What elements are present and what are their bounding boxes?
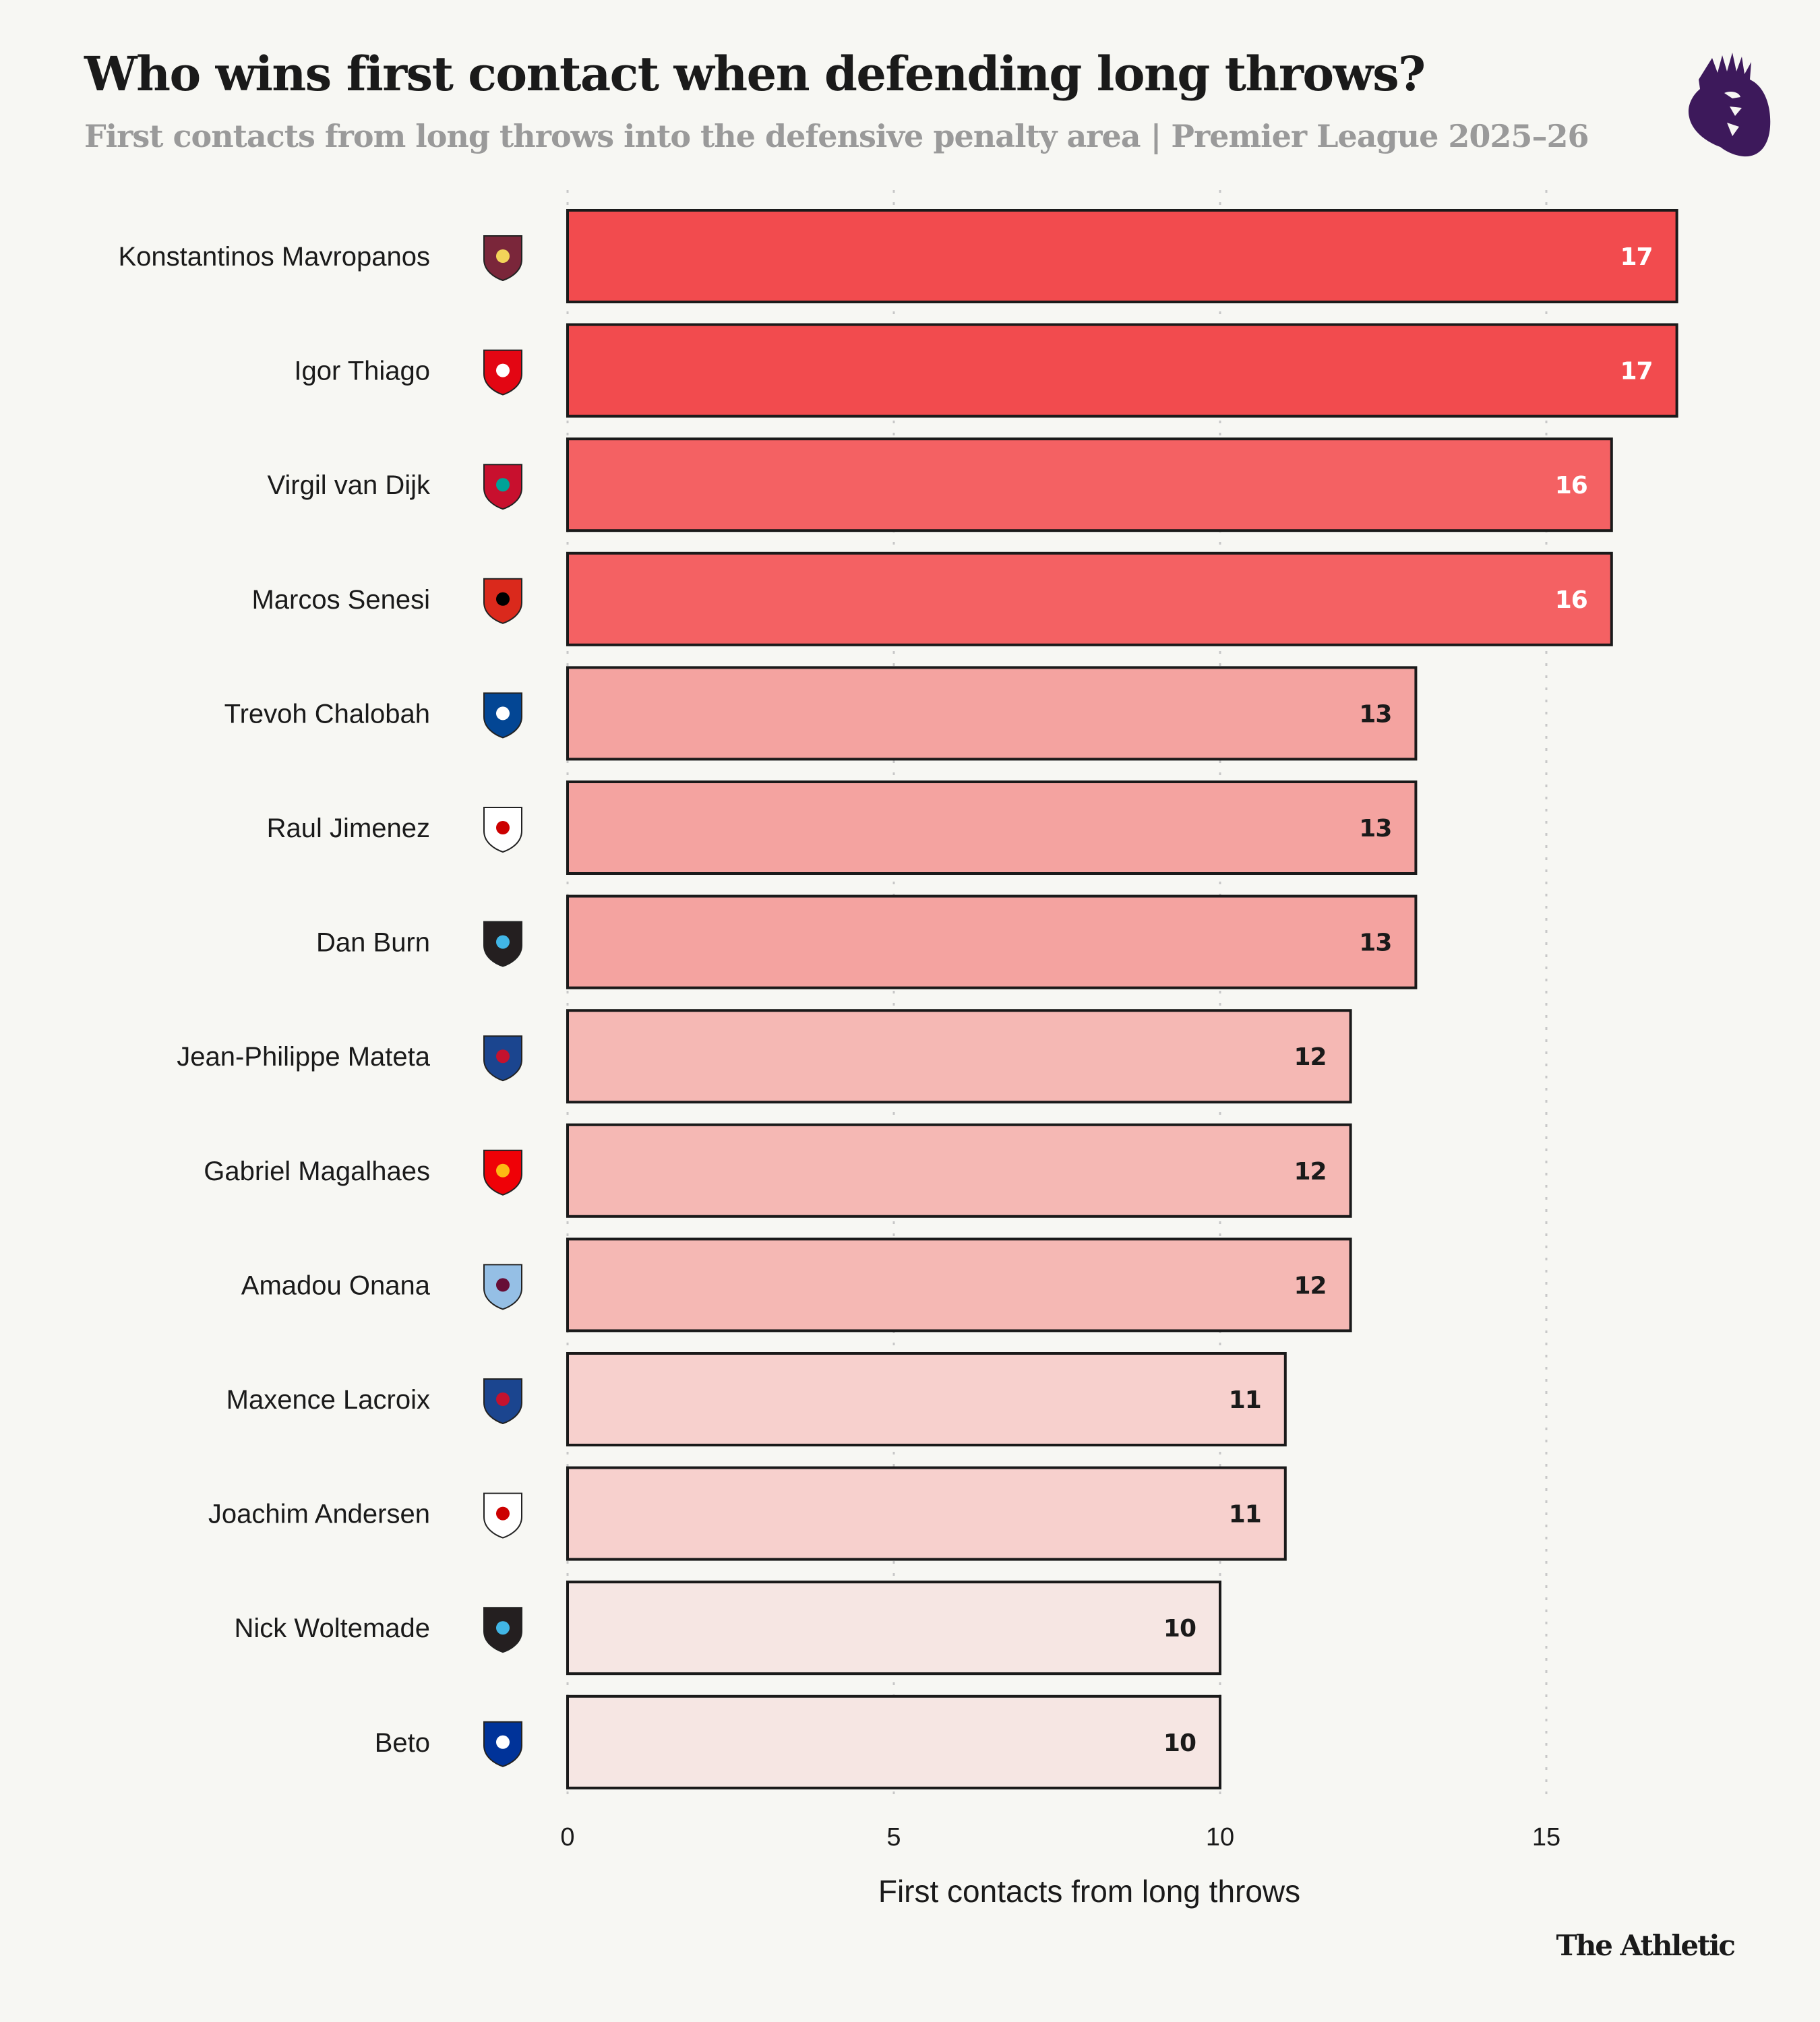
club-crest-icon: Chelsea [483,692,522,739]
player-name-label: Raul Jimenez [267,814,430,843]
player-name-label: Maxence Lacroix [226,1385,430,1415]
player-labels: Konstantinos Mavropanos Igor Thiago Virgil… [119,242,431,1758]
data-label: 16 [1555,472,1587,499]
data-label: 13 [1359,929,1391,957]
data-label: 13 [1359,815,1391,842]
data-label: 10 [1163,1729,1196,1757]
club-crest-icon: West Ham United [483,235,522,282]
club-crest-icon: Bournemouth [483,578,522,624]
data-label: 11 [1229,1501,1261,1529]
chart-subtitle: First contacts from long throws into the… [84,118,1589,154]
bar [566,894,1418,989]
premier-league-lion-icon [1688,53,1771,157]
bar [566,209,1678,303]
data-label: 12 [1294,1158,1326,1186]
bar [566,1694,1221,1789]
gridlines [566,190,1548,1803]
club-crest-icon: Fulham [483,807,522,853]
bar [566,1466,1287,1561]
data-label: 16 [1555,586,1587,614]
club-crest-icon: Newcastle United [483,921,522,967]
bar [566,1237,1352,1332]
x-axis-ticks: 0 5 10 15 [560,1823,1560,1851]
bar [566,666,1418,761]
club-crest-icon: Fulham [483,1492,522,1539]
player-name-label: Virgil van Dijk [267,470,431,500]
player-name-label: Konstantinos Mavropanos [119,242,431,272]
data-label: 17 [1620,243,1652,271]
club-crests: West Ham United Brentford Liverpool Bournem… [483,235,522,1767]
club-crest-icon: Brentford [483,349,522,396]
player-name-label: Dan Burn [316,928,430,958]
club-crest-icon: Crystal Palace [483,1378,522,1425]
bar [566,437,1613,532]
player-name-label: Nick Woltemade [235,1614,430,1643]
player-name-label: Amadou Onana [241,1270,431,1300]
bar [566,1009,1352,1104]
x-tick-label: 5 [886,1823,901,1851]
data-label: 10 [1163,1615,1196,1643]
player-name-label: Gabriel Magalhaes [204,1157,430,1186]
bar [566,551,1613,646]
club-crest-icon: Arsenal [483,1149,522,1196]
club-crest-icon: Liverpool [483,464,522,510]
bars: 17 17 16 16 13 13 13 12 12 12 11 11 10 10 [566,209,1678,1789]
club-crest-icon: Aston Villa [483,1264,522,1310]
data-label: 11 [1229,1386,1261,1414]
x-tick-label: 10 [1206,1823,1234,1851]
the-athletic-logo: The Athletic [1556,1929,1736,1962]
player-name-label: Igor Thiago [294,357,430,386]
club-crest-icon: Everton [483,1721,522,1767]
x-tick-label: 15 [1532,1823,1560,1851]
data-label: 12 [1294,1272,1326,1299]
club-crest-icon: Crystal Palace [483,1035,522,1082]
bar [566,1581,1221,1676]
data-label: 13 [1359,700,1391,728]
club-crest-icon: Newcastle United [483,1607,522,1653]
bar [566,780,1418,875]
bar [566,323,1678,418]
player-name-label: Jean-Philippe Mateta [177,1042,431,1072]
bar [566,1352,1287,1446]
player-name-label: Joachim Andersen [208,1500,430,1529]
player-name-label: Marcos Senesi [251,585,430,615]
bar [566,1123,1352,1218]
chart-title: Who wins first contact when defending lo… [84,46,1426,102]
player-name-label: Beto [375,1728,430,1758]
data-label: 17 [1620,358,1652,386]
data-label: 12 [1294,1043,1326,1071]
player-name-label: Trevoh Chalobah [224,699,430,729]
x-axis-title: First contacts from long throws [878,1874,1300,1909]
x-tick-label: 0 [560,1823,574,1851]
